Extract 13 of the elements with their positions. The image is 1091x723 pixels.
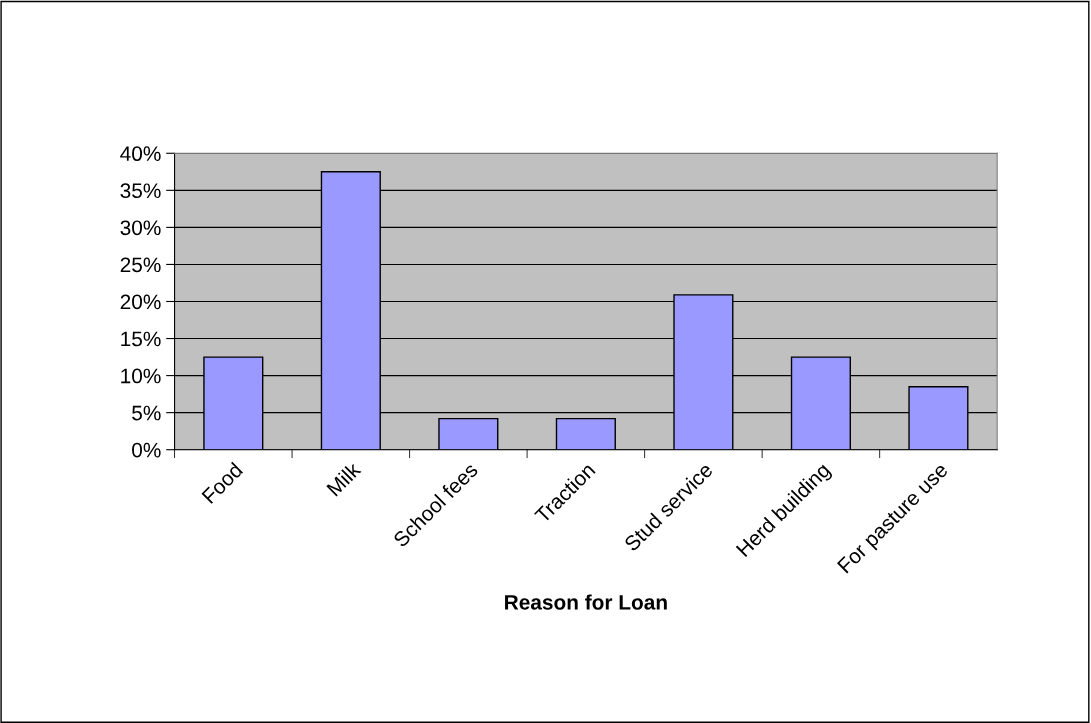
x-axis-title: Reason for Loan (505, 594, 667, 610)
x-tick-label: Milk (325, 460, 362, 497)
y-tick-label: 40% (120, 146, 161, 162)
y-tick-label: 35% (120, 183, 161, 199)
bar (438, 417, 499, 450)
y-tick-label: 0% (132, 442, 161, 458)
bar (555, 417, 616, 450)
y-tick-label: 20% (120, 294, 161, 310)
y-tick-label: 25% (120, 257, 161, 273)
y-tick-label: 30% (120, 220, 161, 236)
y-tick-label: 10% (121, 368, 161, 384)
y-tick-label: 15% (121, 331, 161, 347)
y-tick-label: 5% (132, 405, 161, 421)
